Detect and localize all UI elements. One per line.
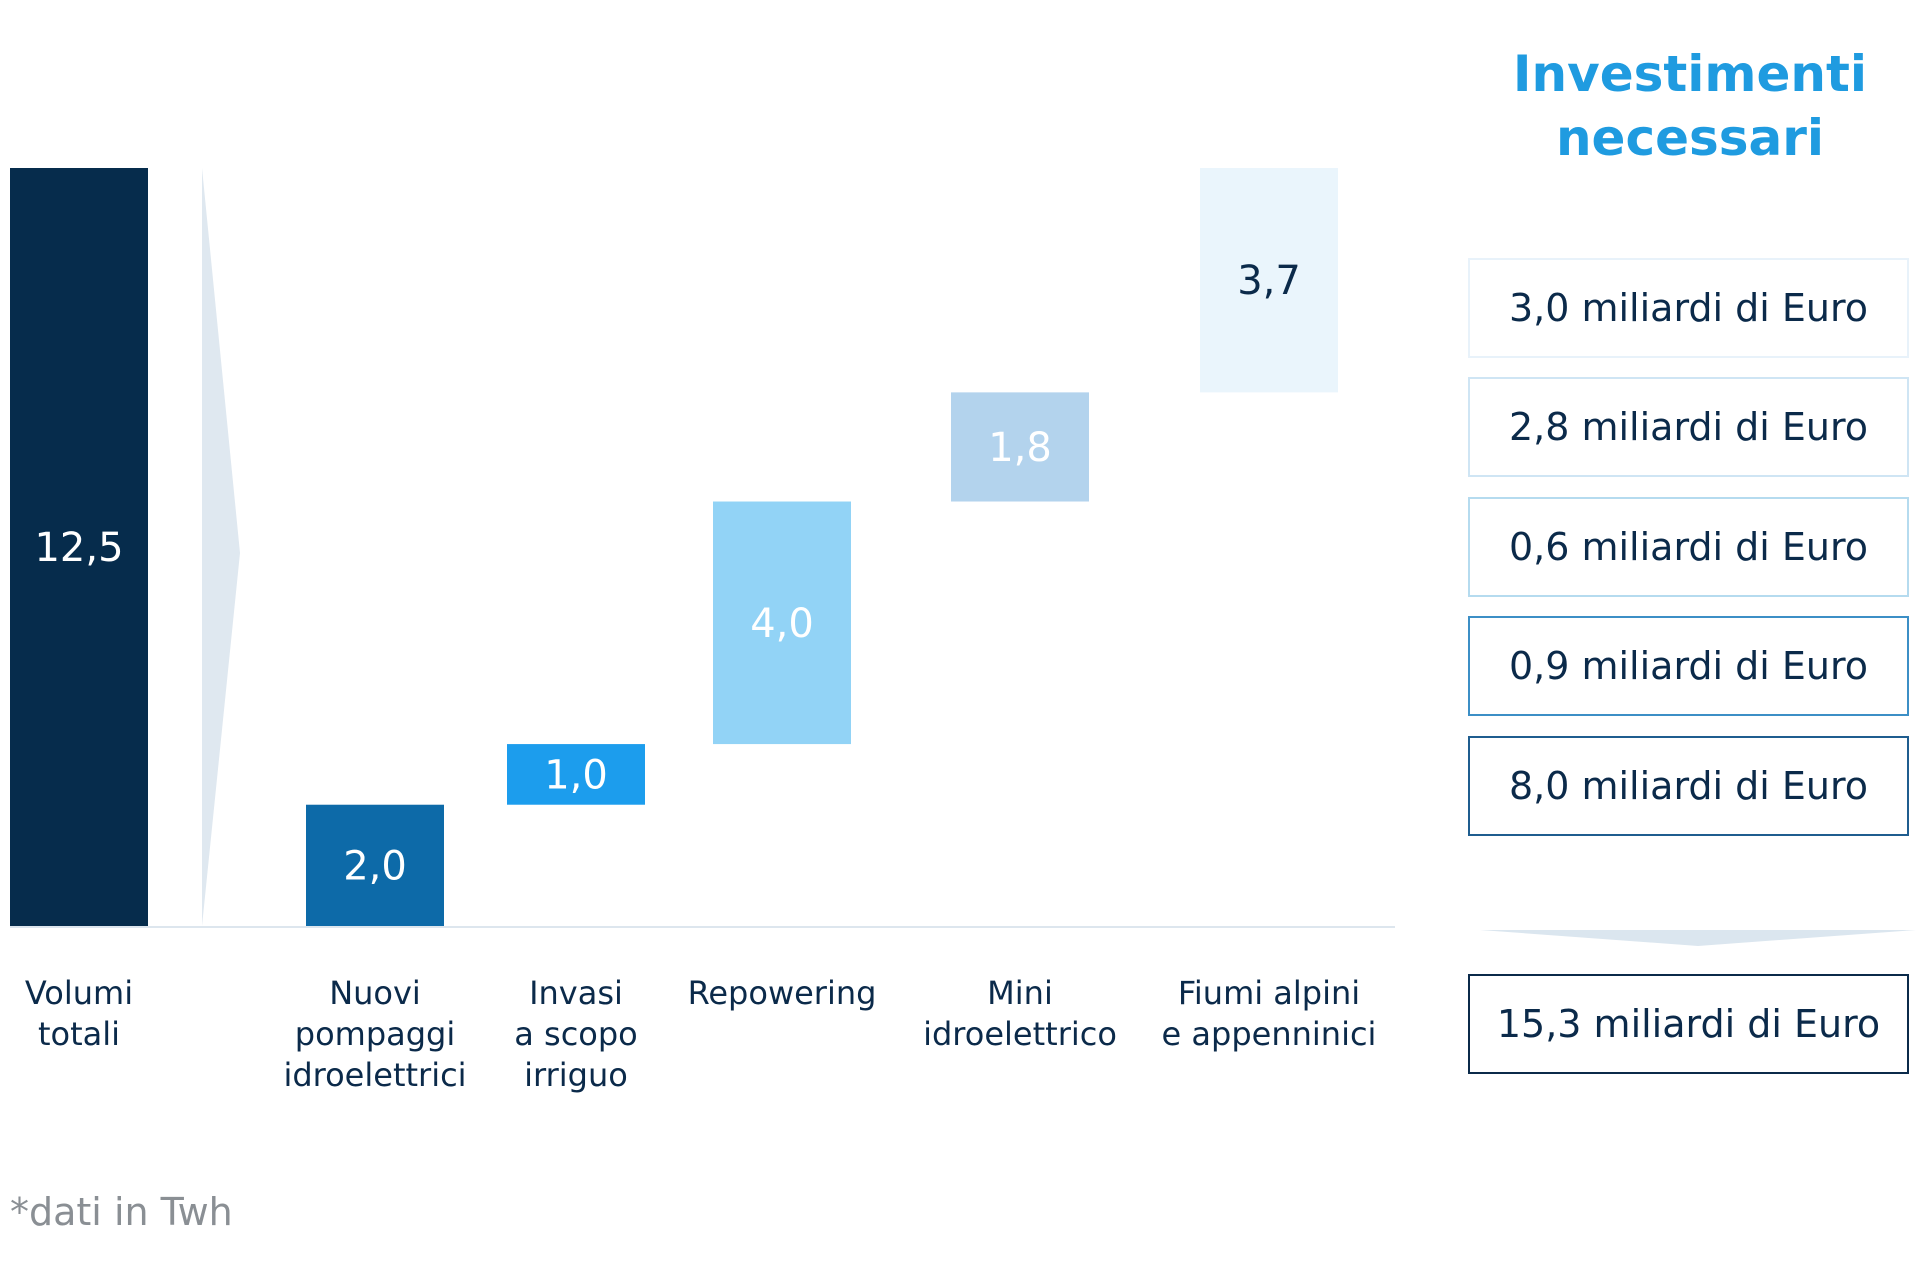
investment-box: 3,0 miliardi di Euro <box>1468 258 1909 358</box>
category-label: Fiumi alpini e appenninici <box>1162 974 1377 1053</box>
category-label: Mini idroelettrico <box>923 974 1117 1053</box>
investments-title-line-1: Investimenti <box>1512 45 1868 103</box>
breakdown-arrow-icon <box>202 168 240 926</box>
waterfall-bar <box>1200 168 1338 393</box>
investment-box: 0,6 miliardi di Euro <box>1468 497 1909 597</box>
waterfall-bar <box>713 501 851 745</box>
category-label: Volumi totali <box>25 974 133 1053</box>
bar-value-label: 4,0 <box>750 601 814 647</box>
footnote: *dati in Twh <box>10 1190 233 1234</box>
investment-box: 8,0 miliardi di Euro <box>1468 736 1909 836</box>
bar-value-label: 1,8 <box>988 425 1052 471</box>
total-investment-label: 15,3 miliardi di Euro <box>1496 1002 1881 1046</box>
investment-label: 8,0 miliardi di Euro <box>1508 764 1869 808</box>
investments-title-line-2: necessari <box>1555 109 1825 167</box>
category-label: Nuovi pompaggi idroelettrici <box>283 974 466 1094</box>
category-label: Repowering <box>688 974 877 1012</box>
waterfall-chart: 12,5 Volumi totali 2,0 Nuovi pompaggi idroelet… <box>10 168 1395 1094</box>
total-bar <box>10 168 148 926</box>
bar-value-label: 3,7 <box>1237 258 1301 304</box>
investment-label: 0,9 miliardi di Euro <box>1508 644 1869 688</box>
waterfall-bar <box>306 804 444 926</box>
total-bar-label: 12,5 <box>34 525 123 571</box>
sum-arrow-icon <box>1480 930 1916 946</box>
investment-label: 2,8 miliardi di Euro <box>1508 405 1869 449</box>
investment-label: 0,6 miliardi di Euro <box>1508 525 1869 569</box>
investment-label: 3,0 miliardi di Euro <box>1508 286 1869 330</box>
investment-box: 0,9 miliardi di Euro <box>1468 616 1909 716</box>
investment-box: 2,8 miliardi di Euro <box>1468 377 1909 477</box>
waterfall-bar <box>507 744 645 805</box>
waterfall-bar <box>951 392 1089 502</box>
bar-value-label: 2,0 <box>343 843 407 889</box>
total-investment-box: 15,3 miliardi di Euro <box>1468 974 1909 1074</box>
category-label: Invasi a scopo irriguo <box>514 974 638 1094</box>
bar-value-label: 1,0 <box>544 752 608 798</box>
